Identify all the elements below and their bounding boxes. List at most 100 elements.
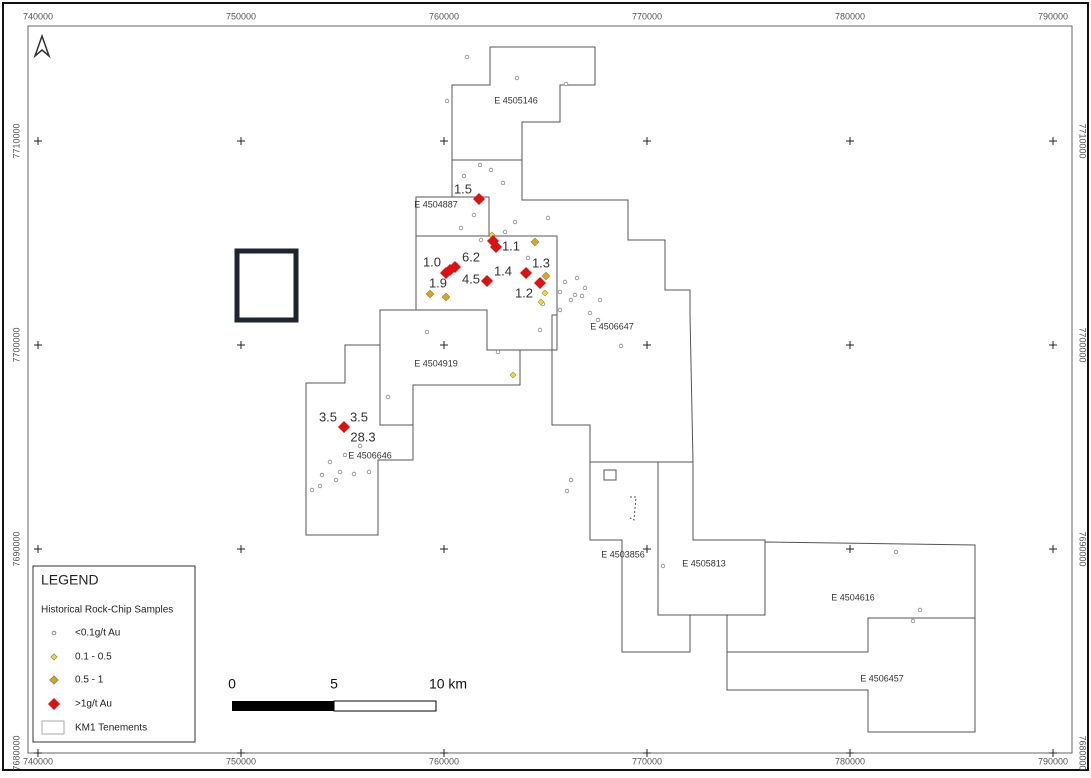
legend-title: LEGEND bbox=[41, 572, 99, 588]
tenement-label: E 4505813 bbox=[682, 558, 726, 568]
grid-cross bbox=[34, 137, 42, 145]
grid-cross bbox=[643, 545, 651, 553]
sample-low bbox=[424, 329, 430, 335]
locator-box bbox=[234, 248, 299, 323]
tenement bbox=[603, 469, 617, 481]
sample-label: 1.0 bbox=[423, 254, 441, 269]
sample-low bbox=[597, 297, 603, 303]
legend-item: 0.1 - 0.5 bbox=[75, 652, 112, 663]
sample-low bbox=[495, 349, 501, 355]
grid-cross bbox=[846, 749, 854, 757]
sample-0-1-0-5 bbox=[537, 298, 545, 306]
sample-low bbox=[461, 173, 467, 179]
northing-label: 7710000 bbox=[1078, 123, 1088, 158]
tenement-label: E 4504616 bbox=[831, 592, 875, 602]
legend-symbol bbox=[41, 720, 65, 735]
legend: LEGEND Historical Rock-Chip Samples <0.1… bbox=[32, 565, 196, 743]
sample-low bbox=[488, 167, 494, 173]
easting-label: 760000 bbox=[429, 11, 459, 21]
sample-low bbox=[309, 487, 315, 493]
sample-0-5-1 bbox=[425, 289, 435, 299]
sample-0-5-1 bbox=[541, 271, 551, 281]
sample-label: 1.3 bbox=[532, 255, 550, 270]
sample-label: 3.5 bbox=[350, 409, 368, 424]
scale-segment bbox=[333, 700, 437, 712]
grid-cross bbox=[1049, 749, 1057, 757]
grid-cross bbox=[1049, 341, 1057, 349]
sample-low bbox=[574, 275, 580, 281]
tenement-outlines bbox=[305, 46, 976, 733]
grid-cross bbox=[643, 341, 651, 349]
tenement bbox=[305, 344, 414, 536]
grid-cross bbox=[1049, 137, 1057, 145]
sample-label: 4.5 bbox=[462, 271, 480, 286]
sample-low bbox=[572, 292, 578, 298]
tenement-label: E 4504887 bbox=[414, 199, 458, 209]
northing-label: 7700000 bbox=[11, 327, 21, 362]
sample-low bbox=[563, 81, 569, 87]
tenement-label: E 4506647 bbox=[590, 321, 634, 331]
easting-label: 750000 bbox=[226, 756, 256, 766]
sample-low bbox=[562, 279, 568, 285]
sample-low bbox=[660, 563, 666, 569]
sample-low bbox=[557, 289, 563, 295]
grid-cross bbox=[643, 137, 651, 145]
sample-low bbox=[595, 317, 601, 323]
tenement bbox=[629, 496, 637, 521]
sample-high bbox=[449, 261, 461, 273]
sample-high bbox=[520, 267, 532, 279]
sample-low bbox=[537, 327, 543, 333]
sample-low bbox=[458, 225, 464, 231]
sample-low bbox=[910, 618, 916, 624]
sample-low bbox=[582, 285, 588, 291]
northing-label: 7710000 bbox=[11, 123, 21, 158]
sample-low bbox=[444, 98, 450, 104]
sample-0-5-1 bbox=[530, 237, 540, 247]
grid-cross bbox=[846, 545, 854, 553]
easting-label: 780000 bbox=[835, 11, 865, 21]
legend-item: >1g/t Au bbox=[75, 699, 112, 710]
grid-cross bbox=[237, 341, 245, 349]
sample-low bbox=[512, 219, 518, 225]
sample-low bbox=[500, 180, 506, 186]
sample-0-1-0-5 bbox=[509, 371, 517, 379]
northing-label: 7690000 bbox=[11, 531, 21, 566]
easting-label: 760000 bbox=[429, 756, 459, 766]
sample-high bbox=[473, 193, 485, 205]
sample-low bbox=[471, 212, 477, 218]
sample-low bbox=[351, 471, 357, 477]
sample-low bbox=[525, 255, 531, 261]
legend-symbol bbox=[50, 653, 58, 661]
grid-cross bbox=[237, 545, 245, 553]
legend-item: <0.1g/t Au bbox=[75, 628, 120, 639]
tenement-label: E 4505146 bbox=[494, 95, 538, 105]
sample-low bbox=[333, 477, 339, 483]
sample-low bbox=[366, 469, 372, 475]
scale-label: 0 bbox=[228, 676, 236, 692]
sample-label: 1.9 bbox=[429, 275, 447, 290]
sample-high bbox=[534, 277, 546, 289]
easting-label: 750000 bbox=[226, 11, 256, 21]
easting-label: 770000 bbox=[632, 756, 662, 766]
sample-label: 28.3 bbox=[350, 429, 375, 444]
sample-low bbox=[337, 469, 343, 475]
legend-item: 0.5 - 1 bbox=[75, 675, 104, 686]
north-arrow-shape bbox=[33, 33, 51, 59]
grid-cross bbox=[237, 749, 245, 757]
sample-label: 1.4 bbox=[494, 263, 512, 278]
sample-low bbox=[464, 54, 470, 60]
easting-label: 790000 bbox=[1038, 11, 1068, 21]
grid-cross bbox=[440, 749, 448, 757]
grid-cross bbox=[643, 749, 651, 757]
tenement-label: E 4504919 bbox=[414, 358, 458, 368]
tenement-label: E 4503856 bbox=[601, 549, 645, 559]
sample-high bbox=[490, 241, 502, 253]
easting-label: 790000 bbox=[1038, 756, 1068, 766]
grid-cross bbox=[1049, 545, 1057, 553]
sample-low bbox=[327, 459, 333, 465]
sample-0-1-0-5 bbox=[541, 289, 549, 297]
sample-low bbox=[568, 297, 574, 303]
sample-low bbox=[917, 607, 923, 613]
sample-high bbox=[338, 421, 350, 433]
sample-low bbox=[357, 443, 363, 449]
